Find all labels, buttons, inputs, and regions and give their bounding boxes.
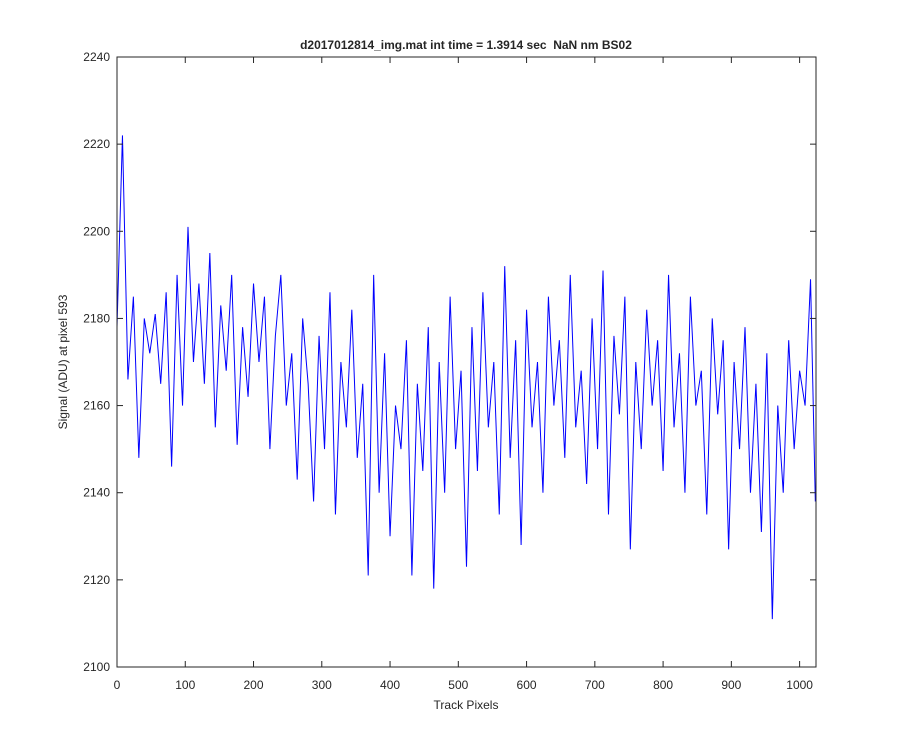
x-tick-label: 200 bbox=[244, 678, 264, 692]
x-tick-label: 900 bbox=[721, 678, 741, 692]
x-tick-label: 300 bbox=[312, 678, 332, 692]
x-tick-label: 0 bbox=[114, 678, 121, 692]
x-tick-label: 500 bbox=[448, 678, 468, 692]
y-tick-label: 2140 bbox=[83, 486, 110, 500]
y-tick-label: 2240 bbox=[83, 50, 110, 64]
y-tick-label: 2160 bbox=[83, 399, 110, 413]
y-tick-label: 2200 bbox=[83, 224, 110, 238]
data-line bbox=[116, 135, 816, 620]
axes-box bbox=[116, 56, 817, 668]
x-tick-label: 800 bbox=[653, 678, 673, 692]
x-tick-label: 1000 bbox=[786, 678, 813, 692]
y-tick-label: 2120 bbox=[83, 573, 110, 587]
x-tick-label: 100 bbox=[175, 678, 195, 692]
y-tick-label: 2220 bbox=[83, 137, 110, 151]
x-tick-label: 600 bbox=[517, 678, 537, 692]
y-tick-label: 2180 bbox=[83, 311, 110, 325]
chart-title: d2017012814_img.mat int time = 1.3914 se… bbox=[300, 38, 632, 52]
y-axis-label: Signal (ADU) at pixel 593 bbox=[56, 294, 70, 429]
x-tick-label: 700 bbox=[585, 678, 605, 692]
y-tick-label: 2100 bbox=[83, 660, 110, 674]
x-axis-label: Track Pixels bbox=[434, 698, 499, 712]
x-tick-label: 400 bbox=[380, 678, 400, 692]
